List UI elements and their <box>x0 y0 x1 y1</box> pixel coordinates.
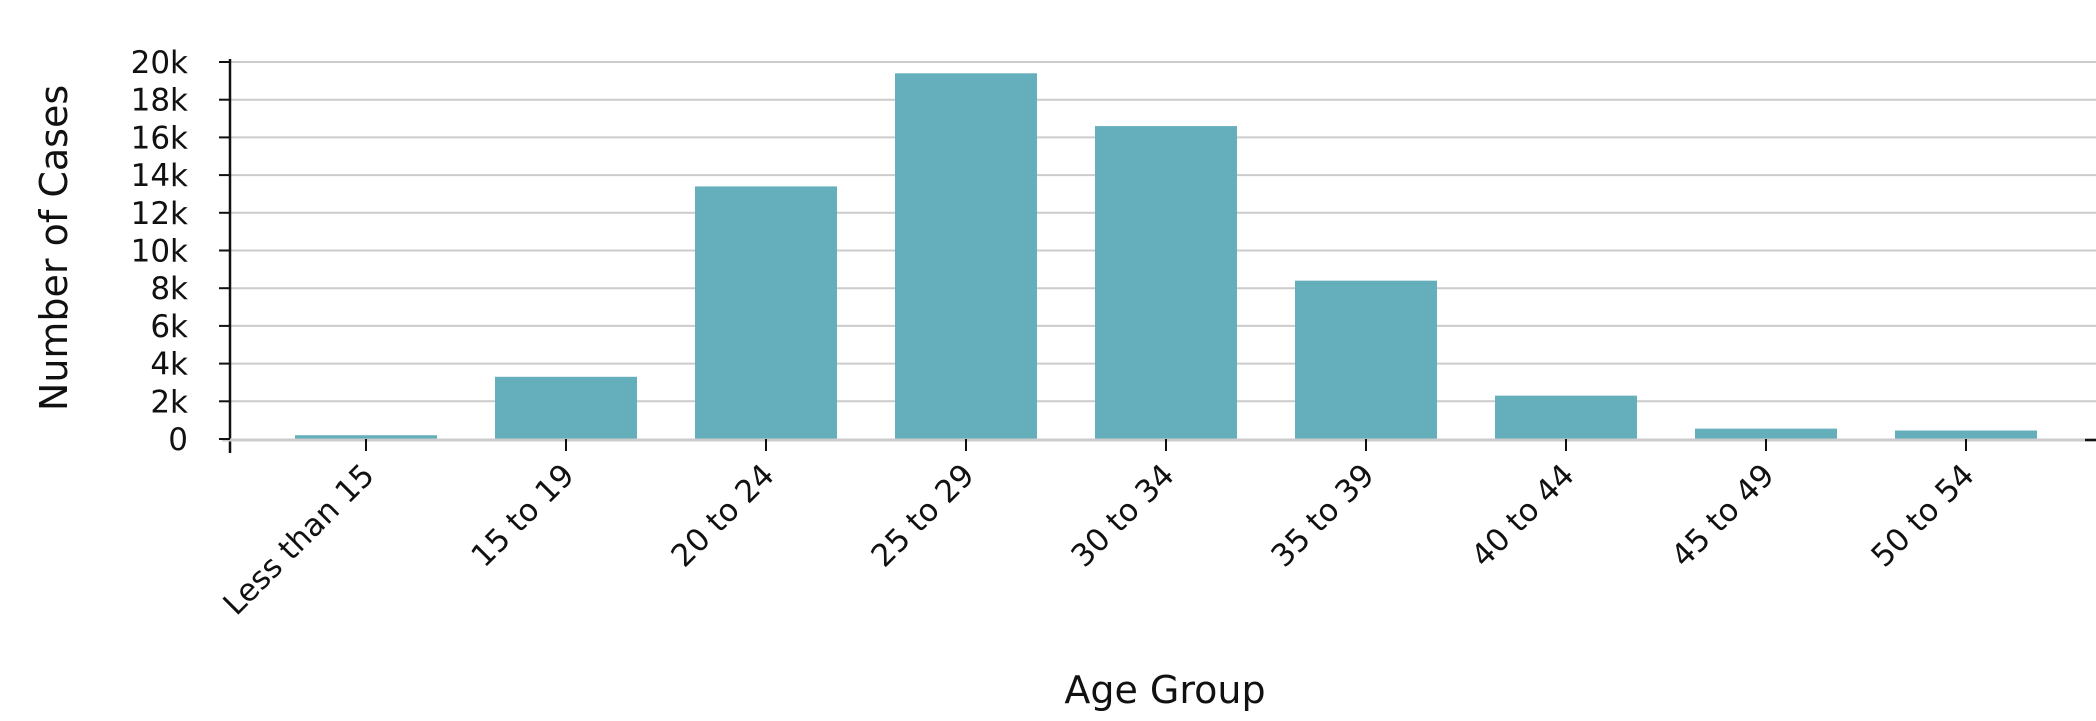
x-axis-title: Age Group <box>1064 668 1265 712</box>
y-tick-label: 2k <box>150 384 188 420</box>
x-tick-label: 30 to 34 <box>1064 457 1181 574</box>
x-axis-ticks: Less than 15 15 to 19 20 to 24 25 to 29 30 t… <box>216 439 1982 622</box>
bar <box>1095 126 1237 439</box>
x-tick-label: 45 to 49 <box>1664 457 1781 574</box>
y-tick-label: 0 <box>168 422 188 458</box>
bar <box>295 435 437 439</box>
bar <box>895 73 1037 439</box>
y-tick-label: 6k <box>150 309 188 345</box>
bar <box>695 186 837 439</box>
x-tick-label: 40 to 44 <box>1464 457 1581 574</box>
y-tick-label: 10k <box>131 234 188 270</box>
x-tick-label: 20 to 24 <box>664 457 781 574</box>
bar <box>1895 430 2037 439</box>
x-tick-label: 50 to 54 <box>1864 457 1981 574</box>
y-tick-label: 16k <box>131 120 188 156</box>
bar-series <box>295 73 2037 439</box>
y-tick-label: 20k <box>131 45 188 81</box>
y-tick-label: 12k <box>131 196 188 232</box>
bar <box>1695 428 1837 439</box>
y-tick-label: 18k <box>131 83 188 119</box>
y-tick-label: 14k <box>131 158 188 194</box>
x-tick-label: 15 to 19 <box>464 457 581 574</box>
x-tick-label: 35 to 39 <box>1264 457 1381 574</box>
bar <box>1495 395 1637 439</box>
bar <box>1295 280 1437 439</box>
y-tick-label: 4k <box>150 347 188 383</box>
y-axis-title: Number of Cases <box>32 85 76 411</box>
y-tick-label: 8k <box>150 271 188 307</box>
x-tick-label: Less than 15 <box>216 457 381 622</box>
x-tick-label: 25 to 29 <box>864 457 981 574</box>
axes <box>222 59 2096 453</box>
bar <box>495 376 637 439</box>
